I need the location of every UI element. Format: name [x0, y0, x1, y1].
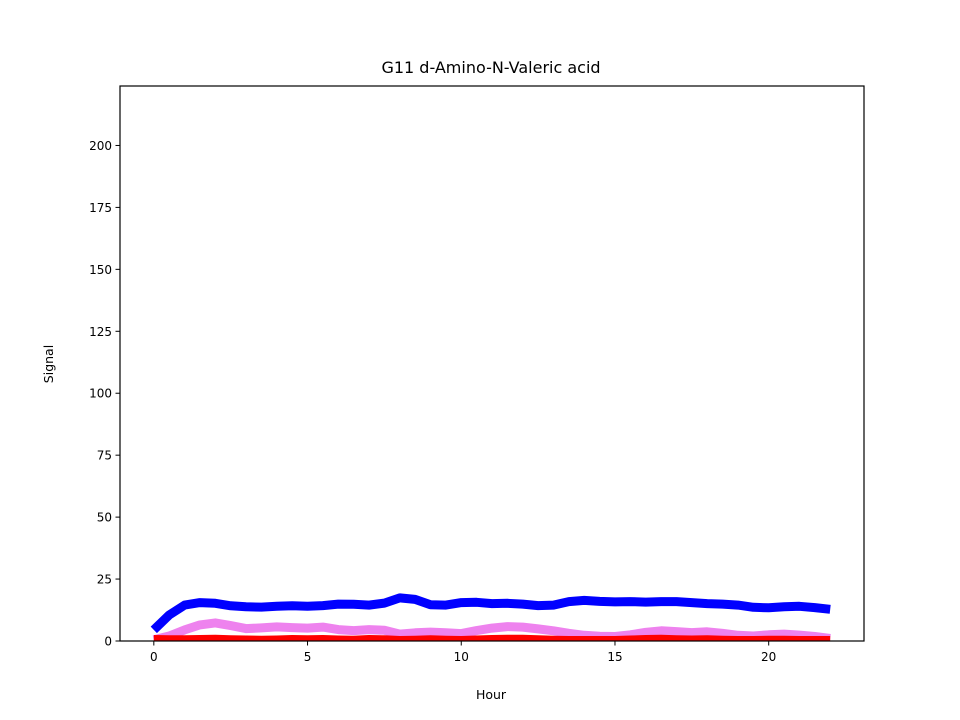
series-line-1: [150, 593, 831, 634]
y-axis: 0 25 50 75 100 125 150 175 200: [89, 139, 120, 649]
y-tick-label: 50: [97, 511, 112, 525]
y-tick-label: 25: [97, 573, 112, 587]
series-line-2: [152, 618, 831, 641]
plot-frame: [119, 85, 865, 642]
x-tick-label: 15: [607, 650, 622, 664]
x-tick-label: 0: [150, 650, 158, 664]
series-layer: [150, 593, 831, 641]
x-tick-label: 20: [761, 650, 776, 664]
y-tick-label: 175: [89, 201, 112, 215]
y-tick-label: 0: [104, 635, 112, 649]
y-tick-label: 100: [89, 387, 112, 401]
x-axis-label: Hour: [476, 687, 507, 702]
series-line-3: [153, 634, 831, 641]
y-axis-label: Signal: [41, 345, 56, 383]
x-tick-label: 5: [304, 650, 312, 664]
x-axis: 0 5 10 15 20: [150, 641, 776, 664]
y-tick-label: 75: [97, 449, 112, 463]
y-tick-label: 125: [89, 325, 112, 339]
chart-title: G11 d-Amino-N-Valeric acid: [381, 58, 600, 77]
x-tick-label: 10: [454, 650, 469, 664]
y-tick-label: 200: [89, 139, 112, 153]
y-tick-label: 150: [89, 263, 112, 277]
